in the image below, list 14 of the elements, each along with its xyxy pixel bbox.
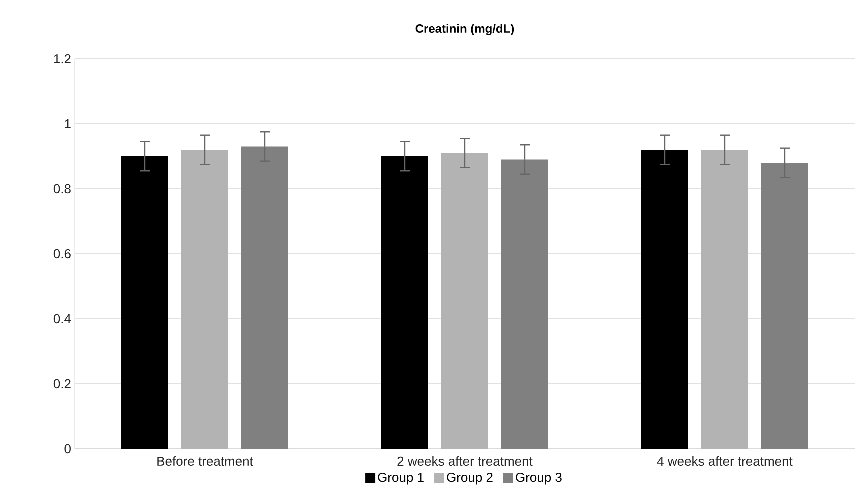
x-tick-label: 2 weeks after treatment <box>398 456 533 466</box>
y-tick-label: 1.2 <box>54 54 71 64</box>
y-tick-label: 1 <box>65 120 71 128</box>
y-tick-label: 0.4 <box>54 314 72 324</box>
legend-label: Group 3 <box>516 472 562 485</box>
legend-label: Group 1 <box>378 472 424 485</box>
x-tick-label: Before treatment <box>158 456 254 466</box>
y-tick-label: 0.6 <box>54 249 71 259</box>
legend-label: Group 2 <box>447 472 493 485</box>
chart-title: Creatinin (mg/dL) <box>416 24 514 36</box>
x-tick-label: 4 weeks after treatment <box>657 456 793 466</box>
y-tick-label: 0.8 <box>54 184 71 194</box>
y-tick-label: 0 <box>64 444 71 454</box>
y-tick-label: 0.2 <box>54 379 71 389</box>
